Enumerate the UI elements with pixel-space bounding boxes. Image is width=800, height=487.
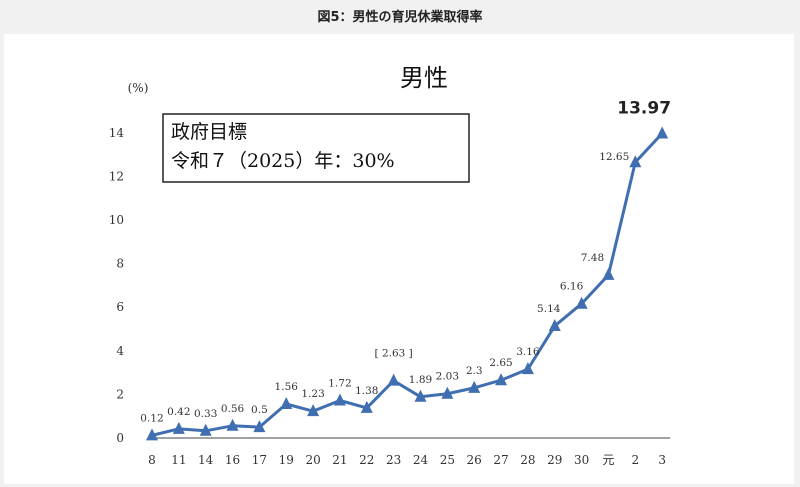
y-tick-label: 14: [109, 126, 125, 140]
data-label: 0.42: [167, 406, 190, 418]
x-tick-label: 28: [520, 453, 535, 467]
data-point-marker: [495, 373, 508, 386]
data-point-marker: [199, 423, 212, 436]
chart-panel: (%) 男性 0 2 4 6 8 10 12 14 8 11 14 16 17 19 20 21 22 23 24 2…: [4, 34, 794, 484]
data-label: 1.72: [328, 378, 351, 390]
data-label: 0.5: [251, 404, 268, 416]
x-tick-label: 3: [658, 453, 666, 467]
data-point-marker: [602, 267, 615, 280]
data-point-marker: [280, 396, 293, 409]
data-label: 13.97: [617, 98, 671, 118]
data-label: 1.56: [275, 381, 299, 393]
data-label: 0.56: [221, 403, 245, 415]
x-tick-label: 21: [332, 453, 347, 467]
data-label: 2.3: [466, 365, 483, 377]
y-tick-label: 0: [116, 431, 124, 445]
data-label: 7.48: [581, 252, 604, 264]
data-point-marker: [387, 373, 400, 386]
x-tick-label: 26: [467, 453, 482, 467]
x-tick-label: 11: [171, 453, 186, 467]
x-tick-label: 19: [279, 453, 294, 467]
y-tick-label: 6: [116, 300, 124, 314]
data-label: 2.65: [489, 357, 512, 369]
goal-annotation-line1: 政府目標: [171, 121, 247, 143]
x-tick-label: 8: [148, 453, 156, 467]
x-tick-label: 20: [305, 453, 320, 467]
data-point-marker: [333, 393, 346, 406]
data-point-marker: [521, 362, 534, 375]
figure-caption: 図5：男性の育児休業取得率: [317, 10, 483, 25]
data-point-marker: [172, 421, 185, 434]
x-tick-label: 17: [252, 453, 267, 467]
data-point-marker: [360, 400, 373, 413]
goal-annotation-line2: 令和７（2025）年：30%: [171, 150, 395, 172]
data-point-marker: [575, 296, 588, 309]
data-point-marker: [656, 126, 669, 139]
x-tick-label: 2: [631, 453, 639, 467]
data-label: 0.33: [194, 408, 217, 420]
data-label: 6.16: [560, 281, 584, 293]
data-label: 2.03: [436, 371, 459, 383]
x-tick-label: 29: [547, 453, 562, 467]
data-label: 1.23: [301, 388, 324, 400]
x-tick-label: 27: [493, 453, 508, 467]
x-tick-label: 25: [440, 453, 455, 467]
x-tick-label: 16: [225, 453, 240, 467]
data-point-marker: [307, 404, 320, 417]
data-point-marker: [414, 389, 427, 402]
data-label: 1.38: [355, 385, 378, 397]
y-tick-label: 4: [116, 344, 124, 358]
data-point-marker: [441, 386, 454, 399]
data-label: 5.14: [537, 303, 561, 315]
data-point-marker: [146, 428, 158, 441]
x-tick-label: 23: [386, 453, 401, 467]
x-tick-label: 元: [602, 453, 614, 467]
y-tick-label: 12: [109, 169, 124, 183]
y-tick-label: 10: [109, 213, 124, 227]
data-label: 12.65: [599, 151, 629, 163]
data-point-marker: [468, 380, 481, 393]
data-point-marker: [226, 418, 239, 431]
data-point-marker: [548, 318, 561, 331]
y-tick-label: 8: [116, 257, 124, 271]
chart-title: 男性: [400, 64, 448, 92]
data-label: 3.16: [516, 346, 540, 358]
data-point-marker: [629, 155, 642, 168]
goal-annotation-box: [162, 113, 470, 183]
data-label: 0.12: [140, 412, 163, 424]
y-tick-label: 2: [116, 387, 124, 401]
x-tick-label: 14: [198, 453, 214, 467]
data-label: [ 2.63 ]: [375, 348, 413, 360]
x-tick-label: 24: [413, 453, 429, 467]
x-tick-label: 22: [359, 453, 374, 467]
data-point-marker: [253, 420, 266, 433]
data-label: 1.89: [409, 374, 432, 386]
y-axis-unit-label: (%): [128, 81, 149, 95]
x-tick-label: 30: [574, 453, 589, 467]
